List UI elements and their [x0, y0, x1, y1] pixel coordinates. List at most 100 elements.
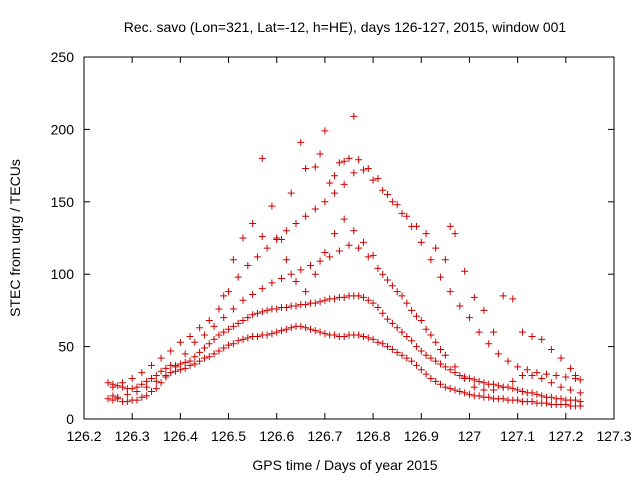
data-point — [225, 341, 233, 349]
data-point — [306, 262, 314, 270]
data-point — [576, 376, 584, 384]
data-point — [191, 353, 199, 361]
data-point — [278, 235, 286, 243]
data-point — [273, 328, 281, 336]
data-point — [273, 305, 281, 313]
data-point — [427, 354, 435, 362]
data-point — [340, 293, 348, 301]
data-point — [253, 332, 261, 340]
x-axis-label: GPS time / Days of year 2015 — [252, 457, 437, 473]
plot-frame — [83, 56, 615, 420]
data-point — [408, 357, 416, 365]
data-point — [316, 328, 324, 336]
data-point — [104, 395, 112, 403]
data-point — [311, 327, 319, 335]
data-point — [258, 233, 266, 241]
data-point — [403, 212, 411, 220]
data-point — [364, 164, 372, 172]
x-tick-label: 127.2 — [548, 428, 583, 444]
data-point — [225, 288, 233, 296]
data-point — [302, 324, 310, 332]
data-point — [543, 370, 551, 378]
data-point — [196, 348, 204, 356]
data-point — [446, 366, 454, 374]
y-tick-label: 50 — [58, 339, 74, 355]
data-point — [422, 351, 430, 359]
data-point — [253, 309, 261, 317]
data-point — [244, 314, 252, 322]
data-point — [167, 369, 175, 377]
data-point — [282, 227, 290, 235]
y-tick-label: 150 — [51, 194, 75, 210]
data-point — [340, 157, 348, 165]
data-point — [461, 374, 469, 382]
data-point — [297, 138, 305, 146]
data-point — [205, 340, 213, 348]
data-point — [114, 382, 122, 390]
data-point — [104, 379, 112, 387]
data-point — [494, 350, 502, 358]
data-point — [316, 298, 324, 306]
data-point — [196, 357, 204, 365]
data-point — [215, 331, 223, 339]
data-point — [446, 288, 454, 296]
data-point — [398, 328, 406, 336]
data-point — [576, 389, 584, 397]
data-point — [157, 379, 165, 387]
data-point — [369, 299, 377, 307]
data-point — [552, 372, 560, 380]
data-point — [220, 344, 228, 352]
data-point — [437, 345, 445, 353]
data-point — [200, 331, 208, 339]
data-point — [234, 319, 242, 327]
x-tick-label: 127 — [458, 428, 482, 444]
axis-ticks — [83, 56, 615, 420]
data-point — [316, 150, 324, 158]
data-point — [571, 396, 579, 404]
data-point — [331, 295, 339, 303]
data-point — [437, 273, 445, 281]
data-point — [408, 306, 416, 314]
data-point — [268, 202, 276, 210]
data-point — [475, 392, 483, 400]
data-point — [167, 347, 175, 355]
data-point — [345, 241, 353, 249]
data-point — [287, 324, 295, 332]
data-point — [379, 186, 387, 194]
data-point — [225, 325, 233, 333]
data-point — [138, 380, 146, 388]
data-point — [220, 314, 228, 322]
data-point — [422, 230, 430, 238]
data-point — [138, 369, 146, 377]
data-point — [441, 383, 449, 391]
data-point — [451, 230, 459, 238]
data-point — [287, 270, 295, 278]
data-point — [152, 385, 160, 393]
data-point — [302, 301, 310, 309]
data-point — [403, 332, 411, 340]
data-point — [268, 330, 276, 338]
data-point — [321, 330, 329, 338]
data-point — [446, 385, 454, 393]
data-point — [239, 296, 247, 304]
data-point — [480, 306, 488, 314]
data-point — [258, 308, 266, 316]
data-point — [350, 112, 358, 120]
data-point — [379, 340, 387, 348]
data-point — [220, 328, 228, 336]
data-point — [302, 212, 310, 220]
data-point — [422, 325, 430, 333]
data-point — [355, 244, 363, 252]
data-point — [398, 209, 406, 217]
data-point — [470, 293, 478, 301]
data-point — [152, 377, 160, 385]
data-point — [547, 393, 555, 401]
chart-title: Rec. savo (Lon=321, Lat=-12, h=HE), days… — [124, 19, 567, 35]
data-point — [306, 325, 314, 333]
data-point — [123, 390, 131, 398]
data-point — [518, 372, 526, 380]
x-tick-label: 126.3 — [115, 428, 150, 444]
data-point — [374, 338, 382, 346]
data-point — [374, 264, 382, 272]
data-point — [456, 387, 464, 395]
